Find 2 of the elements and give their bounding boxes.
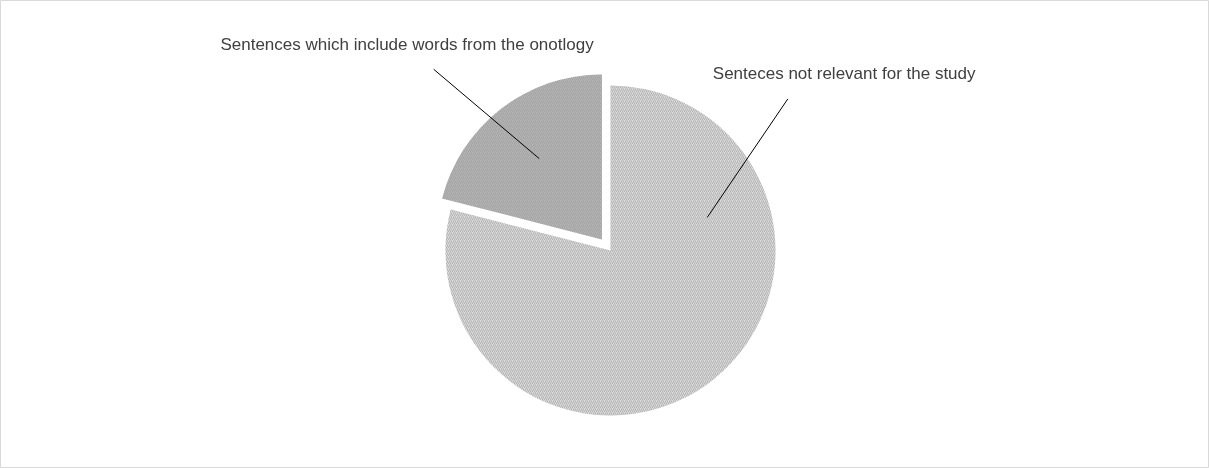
slice-label: Sentences which include words from the onotlogy <box>220 34 595 54</box>
slice-label: Senteces not relevant for the study <box>712 64 977 84</box>
